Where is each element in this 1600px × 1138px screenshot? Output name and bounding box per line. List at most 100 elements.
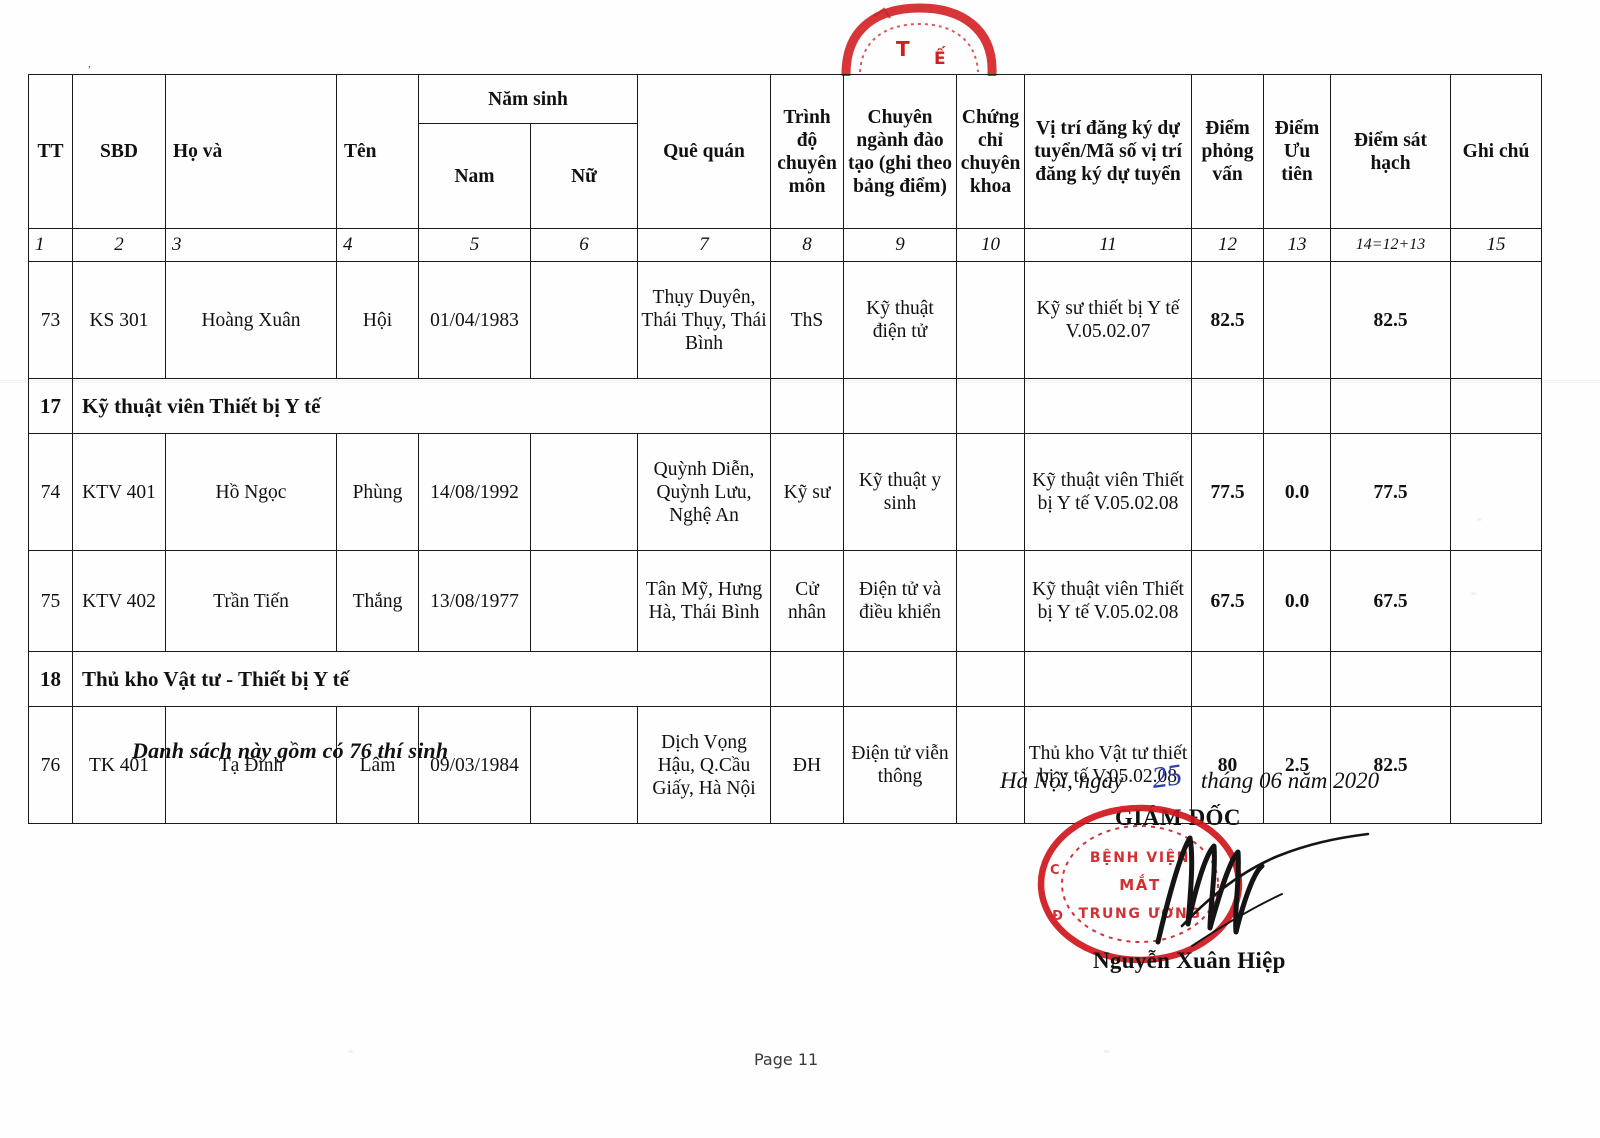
cell-diem-uu-tien [1263, 261, 1331, 379]
cell-chuyen-nganh: Điện tử và điều khiển [843, 550, 957, 652]
candidate-list-table: TT SBD Họ và Tên Năm sinh Quê quán Trình… [28, 74, 1542, 824]
colnum-11: 11 [1024, 228, 1192, 262]
cell-diem-phong-van: 67.5 [1191, 550, 1264, 652]
cell-vi-tri: Kỹ thuật viên Thiết bị Y tế V.05.02.08 [1024, 550, 1192, 652]
cell-ghi-chu [1450, 550, 1542, 652]
colnum-7: 7 [637, 228, 771, 262]
cell-chung-chi [956, 706, 1025, 824]
th-nam: Nam [418, 123, 531, 229]
colnum-12: 12 [1191, 228, 1264, 262]
svg-text:T: T [896, 37, 911, 61]
date-line: Hà Nội, ngày tháng 06 năm 2020 [1000, 768, 1379, 794]
group-empty-cell [770, 378, 844, 434]
group-title: Thủ kho Vật tư - Thiết bị Y tế [72, 651, 771, 707]
cell-tt: 74 [28, 433, 73, 551]
cell-ten: Lâm [336, 706, 419, 824]
page-number: Page 11 [754, 1050, 819, 1069]
group-empty-cell [1024, 651, 1192, 707]
th-tt: TT [28, 74, 73, 229]
colnum-3: 3 [165, 228, 337, 262]
colnum-14: 14=12+13 [1330, 228, 1451, 262]
cell-nu [530, 433, 638, 551]
th-ho-va: Họ và [165, 74, 337, 229]
group-empty-cell [843, 378, 957, 434]
cell-que-quan: Dịch Vọng Hậu, Q.Cầu Giấy, Hà Nội [637, 706, 771, 824]
th-vi-tri: Vị trí đăng ký dự tuyển/Mã số vị trí đăn… [1024, 74, 1192, 229]
group-number: 18 [28, 651, 73, 707]
th-ten: Tên [336, 74, 419, 229]
colnum-15: 15 [1450, 228, 1542, 262]
colnum-9: 9 [843, 228, 957, 262]
group-empty-cell [1450, 651, 1542, 707]
cell-trinh-do: Kỹ sư [770, 433, 844, 551]
header-row-main: TT SBD Họ và Tên Năm sinh Quê quán Trình… [28, 74, 1542, 229]
group-empty-cell [1263, 651, 1331, 707]
table-group-row: 18 Thủ kho Vật tư - Thiết bị Y tế [28, 651, 1542, 707]
th-nu: Nữ [530, 123, 638, 229]
cell-ten: Hội [336, 261, 419, 379]
group-empty-cell [1024, 378, 1192, 434]
th-chuyen-nganh: Chuyên ngành đào tạo (ghi theo bảng điểm… [843, 74, 957, 229]
cell-sbd: TK 401 [72, 706, 166, 824]
th-chung-chi: Chứng chỉ chuyên khoa [956, 74, 1025, 229]
colnum-1: 1 [28, 228, 73, 262]
colnum-4: 4 [336, 228, 419, 262]
colnum-2: 2 [72, 228, 166, 262]
scan-speck [348, 1050, 354, 1053]
scan-speck [1104, 1050, 1110, 1053]
cell-vi-tri: Thủ kho Vật tư thiết bị y tế V.05.02.08 [1024, 706, 1192, 824]
th-diem-phong-van: Điểm phỏng vấn [1191, 74, 1264, 229]
cell-trinh-do: ĐH [770, 706, 844, 824]
signer-role: GIÁM ĐỐC [1115, 805, 1242, 830]
cell-ten: Thắng [336, 550, 419, 652]
cell-que-quan: Quỳnh Diễn, Quỳnh Lưu, Nghệ An [637, 433, 771, 551]
table-row: 76 TK 401 Tạ Đình Lâm 09/03/1984 Dịch Vọng Hậ… [28, 706, 1542, 824]
cell-nam: 14/08/1992 [418, 433, 531, 551]
svg-text:Ế: Ế [934, 45, 947, 69]
cell-nu [530, 550, 638, 652]
cell-ten: Phùng [336, 433, 419, 551]
cell-ghi-chu [1450, 706, 1542, 824]
partial-stamp-top: T Ế [841, 3, 997, 76]
handwritten-day: 25 [1149, 758, 1185, 795]
cell-trinh-do: Cử nhân [770, 550, 844, 652]
colnum-10: 10 [956, 228, 1025, 262]
cell-diem-sat-hach: 82.5 [1330, 706, 1451, 824]
cell-vi-tri: Kỹ thuật viên Thiết bị Y tế V.05.02.08 [1024, 433, 1192, 551]
colnum-6: 6 [530, 228, 638, 262]
stamp-line-3: TRUNG ƯƠNG [1079, 906, 1202, 922]
cell-ghi-chu [1450, 261, 1542, 379]
cell-nam: 01/04/1983 [418, 261, 531, 379]
cell-chuyen-nganh: Điện tử viễn thông [843, 706, 957, 824]
cell-tt: 76 [28, 706, 73, 824]
colnum-13: 13 [1263, 228, 1331, 262]
group-empty-cell [1191, 378, 1264, 434]
cell-ho-va: Tạ Đình [165, 706, 337, 824]
cell-sbd: KS 301 [72, 261, 166, 379]
candidate-list-table-wrapper: TT SBD Họ và Tên Năm sinh Quê quán Trình… [28, 74, 1542, 824]
colnum-8: 8 [770, 228, 844, 262]
list-total-note: Danh sách này gồm có 76 thí sinh [132, 738, 449, 763]
cell-diem-uu-tien: 0.0 [1263, 433, 1331, 551]
stamp-line-1: BỆNH VIỆN [1090, 848, 1190, 866]
cell-que-quan: Tân Mỹ, Hưng Hà, Thái Bình [637, 550, 771, 652]
stamp-edge-left-2: Đ [1052, 909, 1065, 924]
group-empty-cell [1263, 378, 1331, 434]
cell-chung-chi [956, 261, 1025, 379]
cell-diem-sat-hach: 67.5 [1330, 550, 1451, 652]
cell-nam: 09/03/1984 [418, 706, 531, 824]
th-trinh-do: Trình độ chuyên môn [770, 74, 844, 229]
cell-nam: 13/08/1977 [418, 550, 531, 652]
cell-ho-va: Hồ Ngọc [165, 433, 337, 551]
cell-trinh-do: ThS [770, 261, 844, 379]
th-diem-sat-hach: Điểm sát hạch [1330, 74, 1451, 229]
table-row: 74 KTV 401 Hồ Ngọc Phùng 14/08/1992 Quỳnh Diễ… [28, 433, 1542, 551]
cell-diem-sat-hach: 82.5 [1330, 261, 1451, 379]
group-number: 17 [28, 378, 73, 434]
cell-diem-phong-van: 82.5 [1191, 261, 1264, 379]
group-empty-cell [1330, 378, 1451, 434]
table-header: TT SBD Họ và Tên Năm sinh Quê quán Trình… [28, 74, 1542, 262]
colnum-5: 5 [418, 228, 531, 262]
th-que-quan: Quê quán [637, 74, 771, 229]
cell-ho-va: Hoàng Xuân [165, 261, 337, 379]
